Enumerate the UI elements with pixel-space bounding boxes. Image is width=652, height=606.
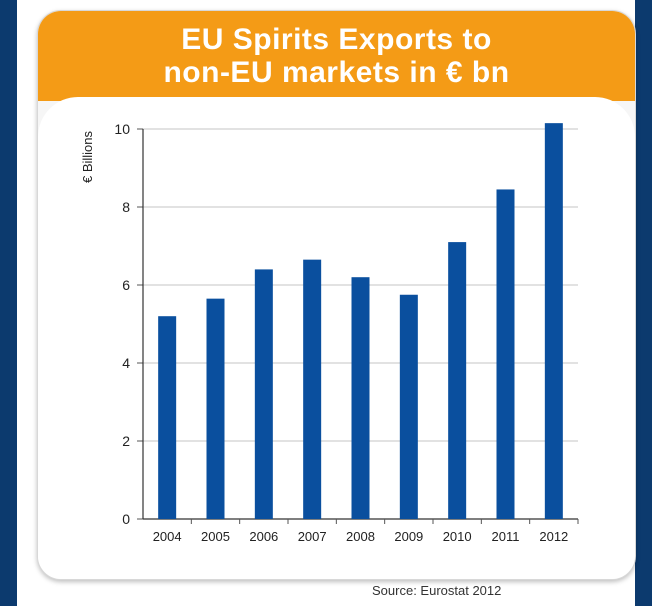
bar — [496, 189, 515, 519]
x-tick-label: 2006 — [249, 529, 278, 544]
bar — [351, 277, 370, 519]
bar — [399, 294, 418, 519]
y-tick-label: 6 — [122, 277, 130, 293]
x-tick-label: 2011 — [492, 529, 520, 544]
chart-title-line-1: EU Spirits Exports to — [181, 23, 492, 56]
source-note: Source: Eurostat 2012 — [372, 583, 502, 598]
x-tick-label: 2007 — [298, 529, 327, 544]
x-tick-label: 2010 — [443, 529, 472, 544]
y-tick-label: 10 — [114, 121, 130, 137]
bar — [158, 316, 177, 519]
y-tick-label: 0 — [122, 511, 130, 527]
bar — [303, 259, 322, 519]
y-tick-label: 4 — [122, 355, 130, 371]
x-tick-label: 2005 — [201, 529, 230, 544]
y-tick-label: 2 — [122, 433, 130, 449]
bar — [254, 269, 273, 519]
plot-area — [38, 97, 635, 579]
chart-card: EU Spirits Exports to non-EU markets in … — [37, 10, 636, 580]
chart-header: EU Spirits Exports to non-EU markets in … — [38, 11, 635, 101]
x-tick-label: 2008 — [346, 529, 375, 544]
x-tick-label: 2012 — [539, 529, 568, 544]
chart-title: EU Spirits Exports to non-EU markets in … — [38, 23, 635, 89]
x-tick-label: 2004 — [153, 529, 182, 544]
bar — [448, 242, 467, 519]
bar — [206, 298, 225, 519]
y-axis-label: € Billions — [80, 130, 95, 183]
y-tick-label: 8 — [122, 199, 130, 215]
x-tick-label: 2009 — [394, 529, 423, 544]
chart-title-line-2: non-EU markets in € bn — [163, 56, 510, 89]
bar — [544, 123, 563, 520]
